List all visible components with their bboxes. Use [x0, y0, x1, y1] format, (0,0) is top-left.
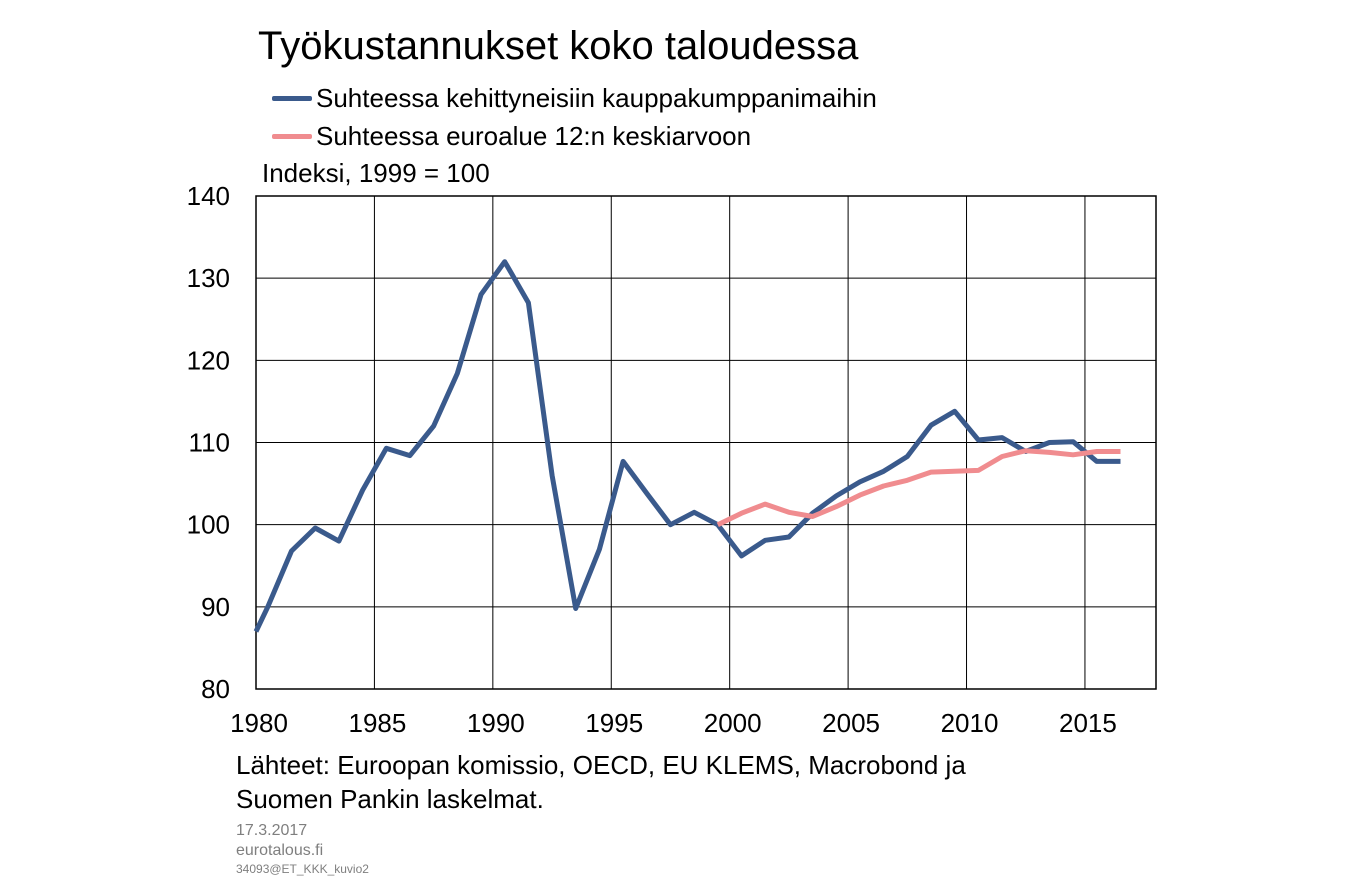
x-tick-label: 1980 — [230, 708, 288, 738]
legend-label-euro-area: Suhteessa euroalue 12:n keskiarvoon — [316, 120, 752, 151]
series-line-developed-partners — [253, 259, 1121, 633]
x-tick-label: 2000 — [704, 708, 762, 738]
x-tick-label: 2010 — [941, 708, 999, 738]
legend-label-developed-partners: Suhteessa kehittyneisiin kauppakumppanim… — [316, 82, 877, 113]
footer-code: 34093@ET_KKK_kuvio2 — [236, 862, 369, 876]
chart-title: Työkustannukset koko taloudessa — [258, 24, 859, 68]
source-line-2: Suomen Pankin laskelmat. — [236, 784, 544, 814]
y-tick-label: 130 — [187, 263, 230, 293]
y-tick-label: 100 — [187, 510, 230, 540]
footer-date: 17.3.2017 — [236, 822, 308, 839]
series-line-euro-area — [716, 448, 1121, 527]
x-tick-label: 1985 — [348, 708, 406, 738]
legend-swatch-euro-area — [272, 133, 312, 139]
footer-site: eurotalous.fi — [236, 842, 324, 859]
legend-swatch-developed-partners — [272, 95, 312, 101]
source-note: Lähteet: Euroopan komissio, OECD, EU KLE… — [236, 748, 1136, 816]
x-tick-label: 2005 — [822, 708, 880, 738]
y-axis-unit-label: Indeksi, 1999 = 100 — [262, 158, 490, 188]
y-tick-label: 90 — [201, 592, 230, 622]
x-tick-label: 1995 — [585, 708, 643, 738]
y-tick-label: 140 — [187, 181, 230, 211]
source-line-1: Lähteet: Euroopan komissio, OECD, EU KLE… — [236, 750, 966, 780]
legend-item-euro-area: Suhteessa euroalue 12:n keskiarvoon — [272, 118, 751, 154]
y-tick-label: 120 — [187, 345, 230, 375]
y-tick-label: 110 — [189, 428, 230, 458]
plot-area-frame — [255, 195, 1157, 690]
x-tick-label: 1990 — [467, 708, 525, 738]
legend-item-developed-partners: Suhteessa kehittyneisiin kauppakumppanim… — [272, 80, 877, 116]
x-tick-label: 2015 — [1059, 708, 1117, 738]
y-tick-label: 80 — [201, 674, 230, 704]
